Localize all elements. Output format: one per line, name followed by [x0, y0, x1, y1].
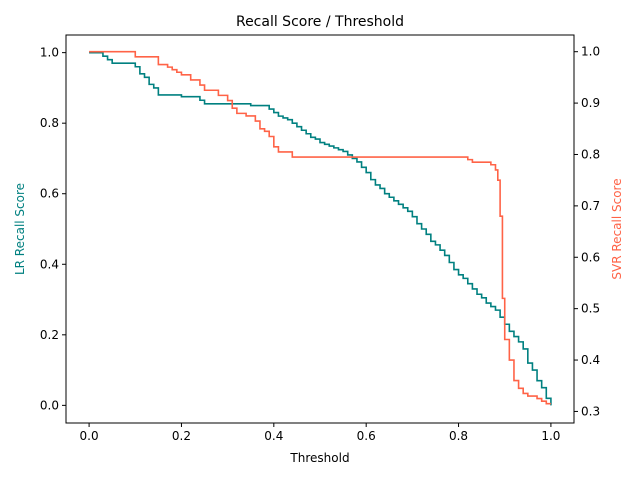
x-tick-label: 0.0 [80, 429, 99, 443]
x-tick-label: 0.2 [172, 429, 191, 443]
left-y-tick-label: 0.8 [40, 116, 59, 130]
left-y-tick-label: 0.2 [40, 328, 59, 342]
x-tick-label: 0.4 [264, 429, 283, 443]
right-y-tick-label: 0.7 [581, 199, 600, 213]
left-y-axis-title: LR Recall Score [13, 183, 27, 275]
x-tick-label: 1.0 [541, 429, 560, 443]
left-y-tick-label: 0.4 [40, 257, 59, 271]
left-y-tick-label: 1.0 [40, 46, 59, 60]
x-tick-label: 0.8 [449, 429, 468, 443]
right-y-tick-label: 0.8 [581, 147, 600, 161]
right-y-tick-label: 0.5 [581, 302, 600, 316]
svr-recall-line [89, 50, 551, 405]
right-y-tick-label: 0.9 [581, 96, 600, 110]
right-y-axis-ticks: 0.3 0.4 0.5 0.6 0.7 0.8 0.9 1.0 [574, 45, 600, 418]
left-y-axis-ticks: 0.0 0.2 0.4 0.6 0.8 1.0 [40, 46, 66, 412]
left-y-tick-label: 0.6 [40, 187, 59, 201]
x-axis-ticks: 0.0 0.2 0.4 0.6 0.8 1.0 [80, 423, 560, 443]
series-layer [89, 50, 552, 406]
left-y-tick-label: 0.0 [40, 398, 59, 412]
x-tick-label: 0.6 [357, 429, 376, 443]
x-axis-title: Threshold [289, 451, 349, 465]
lr-recall-line [89, 51, 552, 406]
right-y-tick-label: 0.6 [581, 250, 600, 264]
plot-frame [65, 34, 575, 424]
right-y-tick-label: 0.4 [581, 353, 600, 367]
right-y-tick-label: 0.3 [581, 404, 600, 418]
right-y-tick-label: 1.0 [581, 45, 600, 59]
chart-title: Recall Score / Threshold [236, 14, 404, 30]
right-y-axis-title: SVR Recall Score [610, 178, 624, 279]
